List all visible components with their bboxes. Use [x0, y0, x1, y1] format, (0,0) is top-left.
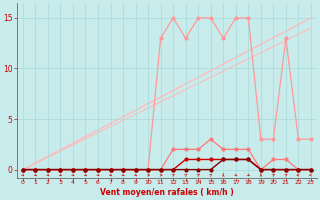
- X-axis label: Vent moyen/en rafales ( km/h ): Vent moyen/en rafales ( km/h ): [100, 188, 234, 197]
